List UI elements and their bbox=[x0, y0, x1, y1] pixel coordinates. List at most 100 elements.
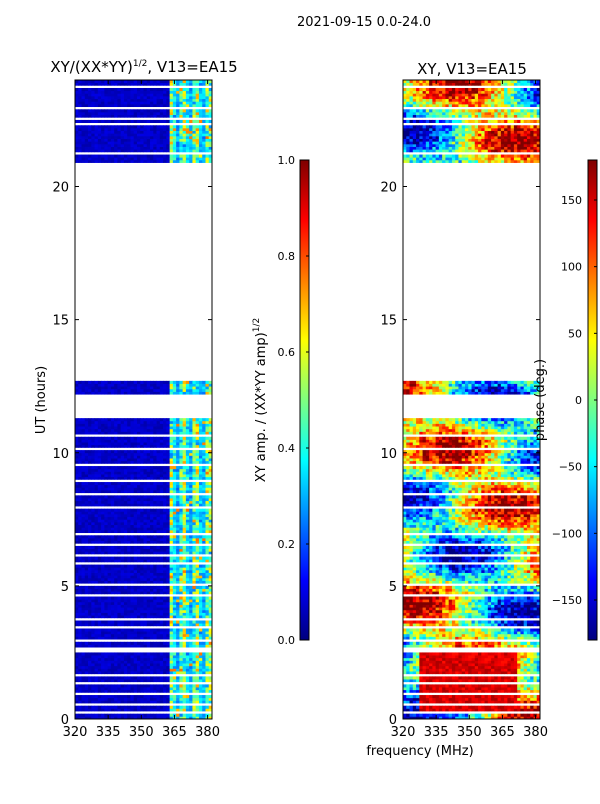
heatmap-cell bbox=[133, 623, 138, 627]
heatmap-cell bbox=[78, 580, 82, 584]
heatmap-cell bbox=[182, 135, 187, 139]
heatmap-cell bbox=[198, 695, 203, 699]
heatmap-cell bbox=[153, 391, 157, 395]
heatmap-cell bbox=[156, 146, 161, 150]
heatmap-cell bbox=[127, 575, 131, 579]
heatmap-cell bbox=[185, 655, 190, 659]
heatmap-cell bbox=[146, 508, 151, 512]
heatmap-cell bbox=[114, 130, 118, 134]
heatmap-cell bbox=[140, 588, 144, 592]
heatmap-cell bbox=[153, 591, 157, 595]
heatmap-cell bbox=[94, 700, 99, 704]
heatmap-cell bbox=[205, 127, 210, 131]
heatmap-cell bbox=[192, 127, 197, 131]
heatmap-cell bbox=[133, 665, 138, 669]
heatmap-cell bbox=[140, 609, 144, 613]
heatmap-cell bbox=[94, 93, 99, 97]
heatmap-cell bbox=[130, 439, 135, 443]
heatmap-cell bbox=[75, 130, 79, 134]
heatmap-cell bbox=[94, 442, 99, 446]
heatmap-cell bbox=[91, 615, 95, 619]
heatmap-cell bbox=[91, 455, 95, 459]
heatmap-cell bbox=[185, 676, 190, 680]
heatmap-cell bbox=[182, 420, 187, 424]
heatmap-cell bbox=[114, 482, 118, 486]
heatmap-cell bbox=[94, 420, 99, 424]
heatmap-cell bbox=[208, 95, 213, 100]
heatmap-cell bbox=[117, 708, 122, 712]
heatmap-cell bbox=[117, 671, 122, 675]
heatmap-cell bbox=[91, 101, 95, 105]
heatmap-cell bbox=[130, 700, 135, 704]
heatmap-cell bbox=[88, 679, 92, 683]
heatmap-cell bbox=[140, 668, 144, 672]
heatmap-cell bbox=[123, 135, 128, 139]
heatmap-cell bbox=[136, 98, 141, 102]
heatmap-cell bbox=[107, 641, 112, 645]
heatmap-cell bbox=[84, 705, 89, 709]
heatmap-cell bbox=[140, 109, 144, 113]
heatmap-cell bbox=[84, 133, 89, 137]
heatmap-cell bbox=[104, 476, 109, 480]
heatmap-cell bbox=[101, 588, 105, 592]
heatmap-cell bbox=[182, 380, 187, 384]
heatmap-cell bbox=[78, 157, 82, 161]
heatmap-cell bbox=[208, 388, 213, 392]
heatmap-cell bbox=[195, 471, 200, 475]
heatmap-cell bbox=[133, 391, 138, 395]
heatmap-cell bbox=[202, 119, 206, 123]
heatmap-cell bbox=[172, 391, 177, 395]
heatmap-cell bbox=[205, 431, 210, 435]
heatmap-cell bbox=[205, 450, 210, 454]
heatmap-cell bbox=[189, 567, 193, 571]
heatmap-cell bbox=[208, 585, 213, 589]
heatmap-cell bbox=[153, 135, 157, 139]
heatmap-cell bbox=[182, 146, 187, 150]
heatmap-cell bbox=[166, 157, 170, 161]
heatmap-cell bbox=[101, 668, 105, 672]
heatmap-cell bbox=[179, 657, 184, 661]
heatmap-cell bbox=[101, 109, 105, 113]
heatmap-cell bbox=[169, 540, 174, 544]
heatmap-cell bbox=[198, 471, 203, 475]
heatmap-cell bbox=[84, 655, 89, 659]
heatmap-cell bbox=[120, 679, 125, 683]
heatmap-cell bbox=[110, 671, 115, 675]
heatmap-cell bbox=[166, 529, 170, 534]
heatmap-cell bbox=[117, 588, 122, 592]
heatmap-cell bbox=[123, 585, 128, 589]
heatmap-cell bbox=[104, 537, 109, 542]
heatmap-cell bbox=[91, 545, 95, 549]
heatmap-cell bbox=[140, 439, 144, 443]
heatmap-cell bbox=[179, 426, 184, 430]
heatmap-cell bbox=[84, 569, 89, 573]
heatmap-cell bbox=[117, 93, 122, 97]
heatmap-cell bbox=[192, 133, 197, 137]
heatmap-cell bbox=[179, 687, 184, 691]
heatmap-cell bbox=[97, 644, 102, 648]
heatmap-cell bbox=[120, 660, 125, 664]
heatmap-cell bbox=[110, 90, 115, 94]
heatmap-cell bbox=[136, 564, 141, 568]
heatmap-cell bbox=[140, 612, 144, 616]
heatmap-cell bbox=[185, 591, 190, 595]
heatmap-cell bbox=[114, 660, 118, 664]
heatmap-cell bbox=[176, 93, 180, 97]
heatmap-cell bbox=[78, 428, 82, 432]
heatmap-cell bbox=[205, 695, 210, 699]
heatmap-cell bbox=[195, 519, 200, 523]
heatmap-cell bbox=[75, 380, 79, 384]
heatmap-cell bbox=[176, 545, 180, 549]
heatmap-cell bbox=[163, 537, 167, 542]
heatmap-cell bbox=[146, 609, 151, 613]
heatmap-cell bbox=[94, 585, 99, 589]
heatmap-cell bbox=[202, 524, 206, 528]
heatmap-cell bbox=[123, 620, 128, 624]
heatmap-cell bbox=[185, 418, 190, 422]
heatmap-cell bbox=[91, 442, 95, 446]
heatmap-cell bbox=[143, 545, 148, 549]
heatmap-cell bbox=[172, 513, 177, 518]
heatmap-cell bbox=[153, 436, 157, 440]
heatmap-cell bbox=[198, 154, 203, 158]
heatmap-cell bbox=[130, 154, 135, 158]
